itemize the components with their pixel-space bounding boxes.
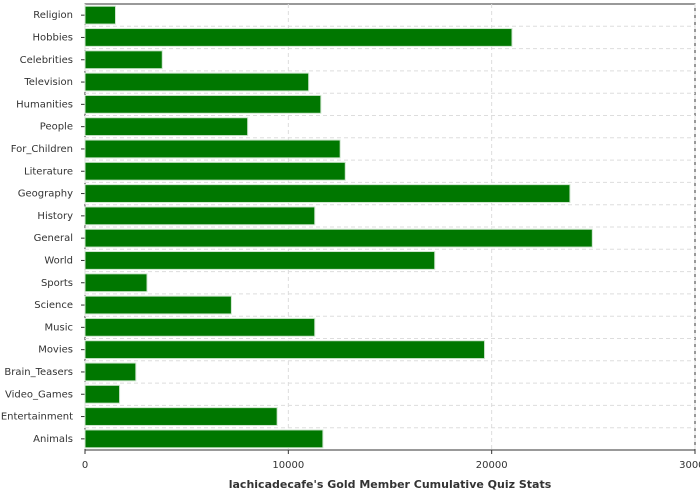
bar	[84, 28, 513, 47]
y-tick-label: World	[44, 255, 73, 266]
y-tick-label: Brain_Teasers	[4, 367, 73, 378]
y-tick-label: General	[34, 233, 73, 244]
bar	[84, 251, 436, 270]
x-tick-label: 0	[82, 460, 88, 471]
y-tick-label: Entertainment	[1, 412, 73, 423]
y-tick-label: For_Children	[11, 144, 73, 155]
chart-title: lachicadecafe's Gold Member Cumulative Q…	[229, 478, 552, 491]
y-tick-label: Movies	[38, 345, 73, 356]
bar	[84, 94, 322, 114]
bar	[84, 340, 486, 360]
bar	[84, 206, 316, 226]
x-tick-label: 20000	[476, 460, 508, 471]
bar	[84, 228, 593, 248]
y-tick-label: Video_Games	[5, 389, 73, 400]
y-tick-label: Religion	[33, 10, 73, 21]
y-tick-label: Animals	[33, 434, 73, 445]
bar	[84, 50, 163, 70]
y-tick-label: Humanities	[16, 99, 73, 110]
y-tick-label: Geography	[18, 189, 73, 200]
y-tick-label: Sports	[41, 278, 73, 289]
bar	[84, 407, 278, 426]
bar	[84, 72, 310, 92]
y-tick-label: Hobbies	[33, 32, 73, 43]
bar	[84, 273, 148, 293]
bar	[84, 362, 137, 382]
bar	[84, 161, 346, 181]
bar	[84, 384, 121, 404]
y-tick-label: Music	[45, 322, 73, 333]
bar	[84, 295, 232, 315]
y-tick-label: Literature	[24, 166, 73, 177]
bar	[84, 429, 324, 449]
bar	[84, 184, 571, 203]
bar	[84, 317, 316, 337]
x-tick-label: 10000	[272, 460, 304, 471]
bar	[84, 117, 249, 137]
bar	[84, 5, 116, 25]
y-tick-label: Television	[23, 77, 73, 88]
bar	[84, 139, 341, 159]
y-tick-label: People	[40, 122, 73, 133]
y-tick-label: Science	[34, 300, 73, 311]
y-tick-label: Celebrities	[20, 55, 73, 66]
x-tick-label: 30000	[679, 460, 700, 471]
y-tick-label: History	[37, 211, 73, 222]
